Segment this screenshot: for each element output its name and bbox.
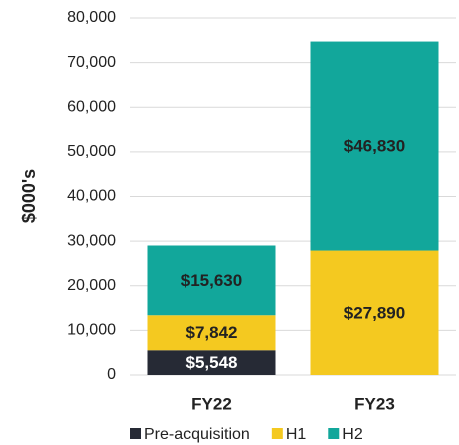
x-tick-label: FY22	[191, 394, 232, 413]
y-tick-label: 80,000	[67, 9, 116, 26]
bar-segment	[147, 315, 276, 351]
y-tick-label: 10,000	[67, 322, 116, 339]
value-label: $5,548	[186, 353, 238, 372]
y-axis-title: $000's	[19, 169, 39, 223]
legend-swatch	[130, 428, 141, 439]
bar-segment	[147, 350, 276, 375]
legend-label: H2	[342, 426, 363, 443]
legend-label: H1	[286, 426, 307, 443]
value-label: $46,830	[344, 137, 405, 156]
legend-swatch	[328, 428, 340, 439]
legend-label: Pre-acquisition	[144, 426, 250, 443]
x-tick-label: FY23	[354, 394, 395, 413]
y-tick-label: 30,000	[67, 232, 116, 249]
bar-segment	[310, 41, 439, 251]
y-tick-label: 50,000	[67, 143, 116, 160]
y-tick-label: 70,000	[67, 54, 116, 71]
bar-segment	[147, 245, 276, 316]
y-tick-label: 60,000	[67, 98, 116, 115]
y-tick-label: 0	[107, 366, 116, 383]
value-label: $7,842	[186, 323, 238, 342]
y-tick-label: 40,000	[67, 188, 116, 205]
bar-segment	[310, 250, 439, 375]
value-label: $27,890	[344, 303, 405, 322]
y-tick-label: 20,000	[67, 277, 116, 294]
legend-swatch	[271, 428, 283, 439]
value-label: $15,630	[181, 271, 242, 290]
